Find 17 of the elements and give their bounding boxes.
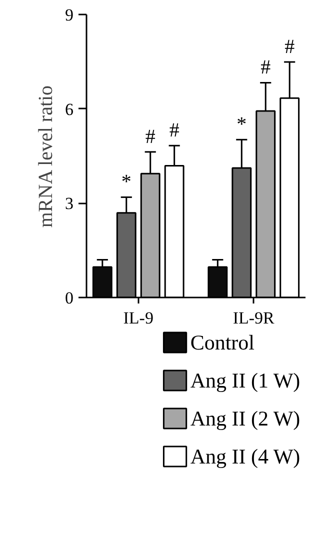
data-label: * [236, 114, 247, 136]
data-label: # [145, 126, 156, 148]
y-axis-title: mRNA level ratio [35, 85, 57, 228]
data-label: # [284, 36, 295, 58]
x-tick-label: IL-9R [232, 308, 276, 328]
legend-label: Ang II (1 W) [190, 368, 300, 392]
legend-label: Ang II (4 W) [190, 444, 300, 468]
y-tick-label: 3 [65, 194, 74, 214]
y-tick-label: 0 [65, 288, 74, 308]
x-tick-label: IL-9 [123, 308, 154, 328]
legend-label: Ang II (2 W) [190, 406, 300, 430]
data-label: * [121, 171, 132, 194]
data-label: # [169, 120, 180, 142]
y-tick-label: 6 [65, 100, 74, 119]
y-tick-label: 9 [65, 6, 74, 24]
data-label: # [260, 56, 271, 79]
legend-label: Control [190, 330, 255, 354]
